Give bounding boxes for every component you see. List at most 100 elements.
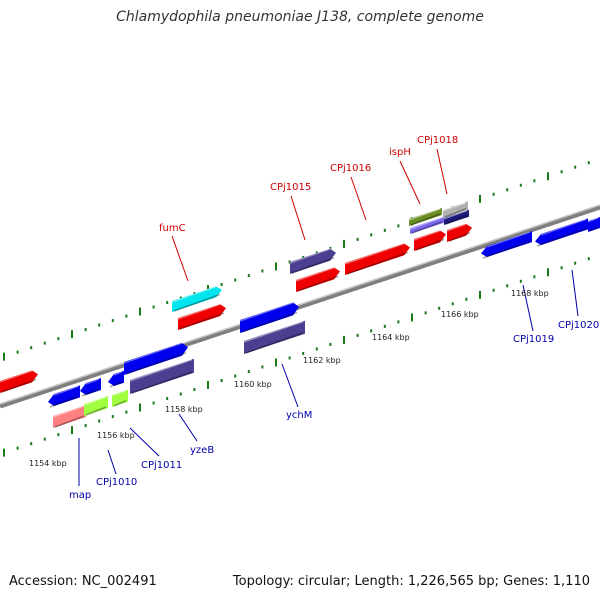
gene-fumC-shine [171,284,221,303]
genome-backbone [0,204,600,409]
gene-label-ychM: ychM [286,410,312,421]
gene-label-map: map [69,490,91,501]
gene-yzeB [129,358,194,394]
gene-map-b-shine [85,378,100,385]
gene-label-CPj1018: CPj1018 [417,135,458,146]
leader-CPj1018 [436,148,448,195]
gene-CPj1016-shine [344,241,409,265]
gene-map-shade [54,415,85,428]
gene-map-b [80,378,101,397]
leader-CPj1016 [350,176,367,221]
gene-CPj1010-shade [85,406,107,416]
gene-CPj1010-b-body [112,389,128,407]
map-title: Chlamydophila pneumoniae J138, complete … [116,9,484,25]
gene-left-edge-shade [1,378,37,393]
genome-summary-text: Topology: circular; Length: 1,226,565 bp… [232,574,590,589]
gene-CPj1015 [289,247,336,274]
gene-left-edge-body [0,370,38,393]
gene-CPj1015-shine [289,247,335,264]
gene-yzeB-shine [129,359,193,382]
gene-left-edge [0,368,38,393]
scale-label-5: 1164 kbp [372,333,410,342]
gene-ychM [243,320,305,354]
gene-label-CPj1019: CPj1019 [513,334,554,345]
scale-label-2: 1158 kbp [165,405,203,414]
gene-CPj1011-shine [123,341,187,364]
gene-ispH-c-shine [413,228,445,241]
gene-CPj1011 [123,341,188,375]
gene-CPj1020 [535,218,588,247]
gene-label-leaders [78,148,579,486]
gene-CPj1019-body [481,231,532,258]
gene-CPj1018-b-body [444,209,469,225]
gene-CPj1018-c-body [447,223,472,242]
genome-backbone-highlight [0,204,600,405]
gene-CPj1010 [83,396,108,416]
gene-ispH-shade [410,213,441,226]
gene-map-upper [48,385,80,408]
gene-ychM-body [244,320,305,354]
gene-fumC-neighbor-shine [177,302,225,320]
gene-fumC-neighbor [177,302,226,330]
gene-CPj1020-shade [536,227,587,247]
gene-fumC [171,284,222,312]
gene-CPj1010-body [84,396,108,416]
gene-ispH-c-body [414,230,446,251]
gene-labels: fumC CPj1015 CPj1016 ispH CPj1018 map CPj1010 C… [69,135,599,501]
gene-CPj1011-a-shine [113,371,123,376]
gene-CPj1011-body [124,342,188,375]
gene-CPj1016-body [345,243,410,275]
leader-CPj1019 [522,284,534,332]
leader-ispH [399,160,421,205]
gene-map-b-shade [81,388,100,397]
gene-CPj1011-a-body [108,370,124,387]
gene-ispH-body [409,208,442,226]
leader-CPj1015 [290,195,306,241]
gene-map-upper-body [48,385,80,407]
gene-CPj1018-b [443,209,469,225]
gene-left-edge-shine [0,368,37,383]
gene-CPj1019-shade [482,240,531,259]
gene-CPj1018-c-shine [446,222,471,232]
gene-ychM-shine [243,321,304,343]
gene-CPj1018-c [446,222,472,242]
gene-CPj1018 [442,201,468,218]
gene-ispH-c [413,228,446,251]
gene-yzeB-body [130,358,194,394]
gene-CPj1011-shade [125,352,187,375]
gene-fumC-shade [173,293,221,312]
gene-CPj1018-c-shade [448,232,471,242]
gene-ychM-upper [239,300,299,333]
gene-CPj1010-b-shade [113,400,127,407]
gene-CPj1010-shine [83,396,107,406]
gene-label-CPj1011: CPj1011 [141,460,182,471]
gene-ispH-c-shade [415,238,445,251]
scale-label-3: 1160 kbp [234,380,272,389]
gene-ispH-b-shade [411,221,443,234]
gene-CPj1010-b [111,389,128,407]
gene-ychM-upper-body [240,302,299,333]
leader-fumC [171,235,189,282]
gene-ispH-b [409,216,444,234]
accession-text: Accession: NC_002491 [9,574,157,589]
gene-label-yzeB: yzeB [190,445,214,456]
gene-map-upper-shine [53,385,79,396]
gene-ispH-b-body [410,216,444,234]
gene-ispH-b-shine [409,217,443,230]
scale-label-1: 1156 kbp [97,431,135,440]
lower-tick-track [3,257,590,457]
gene-ychM-upper-shine [239,300,298,322]
gene-CPj1018-shade [444,208,467,218]
gene-ispH-shine [408,208,441,221]
gene-map-shine [52,405,85,418]
scale-label-6: 1166 kbp [441,310,479,319]
leader-CPj1011 [129,427,160,457]
scale-labels: 1154 kbp 1156 kbp 1158 kbp 1160 kbp 1162 kbp… [29,289,549,468]
gene-CPj1020-body [535,218,588,246]
gene-label-fumC: fumC [159,223,186,234]
gene-right-edge-shade [589,226,599,232]
gene-CPj1015-b-shade [297,275,339,292]
gene-ychM-shade [245,332,304,354]
gene-CPj1015-b-shine [295,265,339,282]
